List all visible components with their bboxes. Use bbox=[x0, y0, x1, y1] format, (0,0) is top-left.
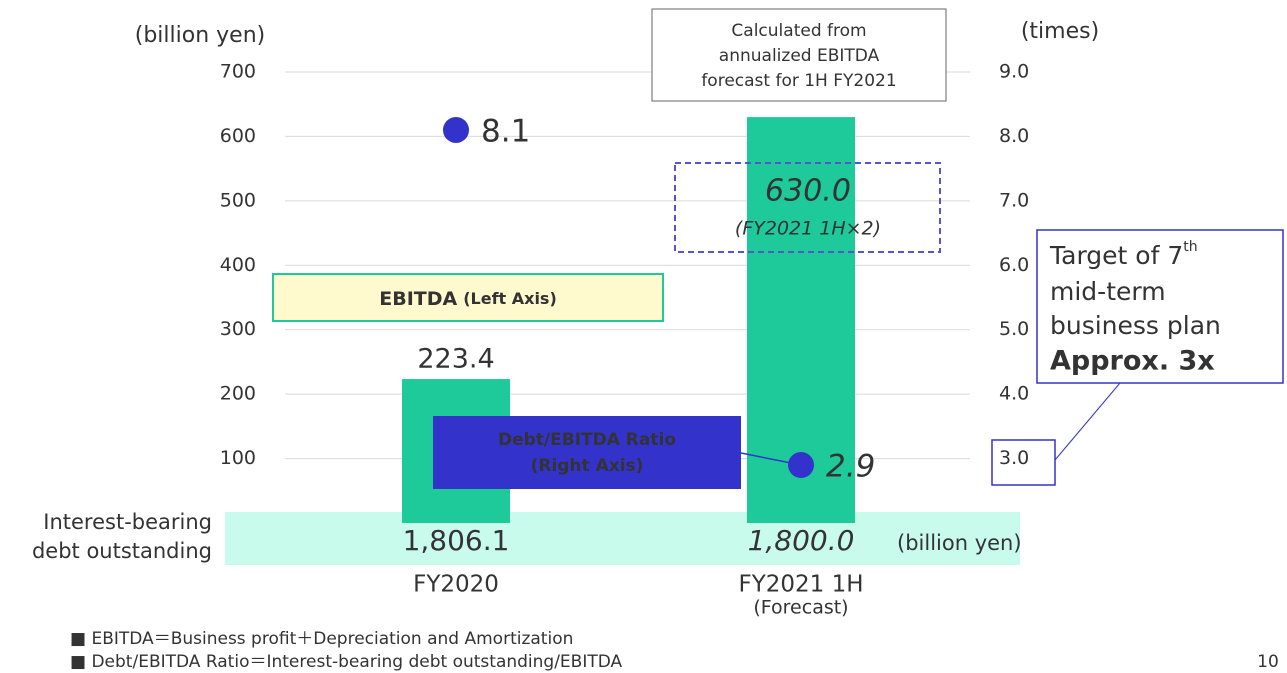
debt-label: Interest-bearing bbox=[43, 510, 212, 534]
target-tick-box bbox=[991, 439, 1056, 486]
value-label: 223.4 bbox=[417, 344, 494, 375]
grid bbox=[285, 71, 970, 460]
ebitda-legend-box bbox=[272, 273, 664, 322]
legend-name: EBITDA bbox=[379, 288, 457, 310]
y-tick-label: 200 bbox=[220, 383, 256, 405]
legend-ratio-box bbox=[433, 416, 741, 489]
forecast-box bbox=[674, 162, 941, 253]
debt-value: 1,806.1 bbox=[403, 524, 510, 557]
callout-box bbox=[651, 8, 947, 102]
y-tick-label: 300 bbox=[220, 318, 256, 340]
target-text: mid-term bbox=[1050, 277, 1166, 306]
y-tick-label: 100 bbox=[220, 447, 256, 469]
x-tick-label: FY2020 bbox=[413, 572, 499, 598]
y2-tick-label: 6.0 bbox=[999, 254, 1029, 276]
page-number: 10 bbox=[1257, 652, 1279, 672]
ratio-dot bbox=[788, 452, 814, 479]
legend-name: Debt/EBITDA Ratio bbox=[498, 430, 676, 450]
target-superscript: th bbox=[1183, 239, 1197, 255]
footnote: ■ Debt/EBITDA Ratio＝Interest-bearing deb… bbox=[70, 652, 623, 672]
debt-band bbox=[225, 512, 1020, 565]
target-text: business plan bbox=[1050, 311, 1221, 340]
target-box bbox=[1036, 229, 1284, 384]
y2-tick-label: 8.0 bbox=[999, 125, 1029, 147]
debt-label: debt outstanding bbox=[32, 539, 212, 563]
y-tick-label: 500 bbox=[220, 189, 256, 211]
y2-tick-label: 9.0 bbox=[999, 61, 1029, 83]
target-text: Target of 7th bbox=[1049, 239, 1198, 270]
y-axis-label: (billion yen) bbox=[135, 23, 265, 48]
debt-unit: (billion yen) bbox=[897, 531, 1022, 555]
callout-text: forecast for 1H FY2021 bbox=[701, 71, 896, 91]
forecast-basis: (FY2021 1H×2) bbox=[735, 218, 881, 240]
target-connector bbox=[1054, 382, 1121, 461]
y-tick-label: 400 bbox=[220, 254, 256, 276]
target-emphasis: Approx. 3x bbox=[1050, 346, 1215, 377]
legend-note: (Right Axis) bbox=[531, 456, 644, 476]
x-tick-label: FY2021 1H bbox=[738, 572, 863, 598]
y-tick-label: 600 bbox=[220, 125, 256, 147]
y2-tick-label: 4.0 bbox=[999, 383, 1029, 405]
y2-axis-label: (times) bbox=[1021, 19, 1099, 44]
legend-note: (Left Axis) bbox=[463, 289, 557, 308]
target-text: Target of 7 bbox=[1049, 241, 1183, 270]
y-tick-label: 700 bbox=[220, 61, 256, 83]
y2-tick-label: 7.0 bbox=[999, 189, 1029, 211]
ratio-dot bbox=[443, 116, 469, 143]
y2-tick-label: 3.0 bbox=[999, 447, 1029, 469]
y2-tick-label: 5.0 bbox=[999, 318, 1029, 340]
value-label: 630.0 bbox=[765, 174, 851, 209]
callout-text: annualized EBITDA bbox=[719, 46, 880, 66]
callout-text: Calculated from bbox=[731, 21, 866, 41]
forecast-note: (Forecast) bbox=[753, 597, 848, 619]
value-label: 8.1 bbox=[481, 113, 530, 149]
value-label: 2.9 bbox=[826, 449, 875, 485]
footnote: ■ EBITDA＝Business profit＋Depreciation an… bbox=[70, 629, 573, 649]
legend-ebitda: EBITDA (Left Axis) bbox=[379, 288, 557, 310]
debt-value: 1,800.0 bbox=[748, 524, 855, 557]
